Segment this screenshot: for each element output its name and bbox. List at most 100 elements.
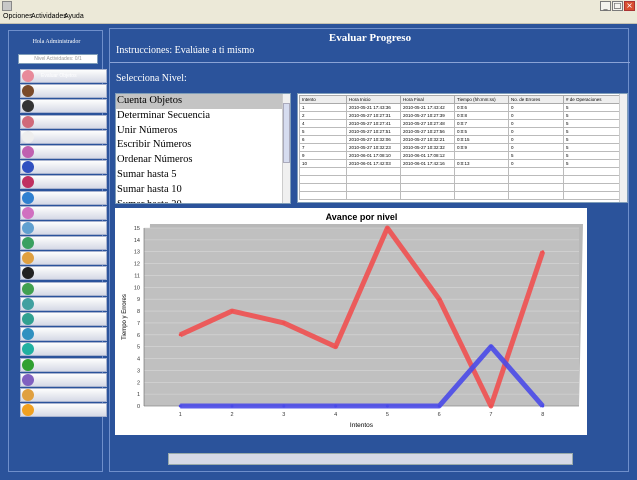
- character-icon: [22, 191, 34, 204]
- activity-item[interactable]: [20, 129, 107, 144]
- activity-item[interactable]: [20, 357, 107, 372]
- table-header-cell[interactable]: Intento: [299, 95, 347, 104]
- table-row[interactable]: [299, 167, 620, 176]
- activity-item[interactable]: [20, 296, 107, 311]
- house-icon: [22, 373, 34, 386]
- table-row[interactable]: 9 2010-06-01 17:08:10 2010-06-01 17:08:12 5…: [299, 151, 620, 160]
- y-tick-label: 9: [137, 297, 140, 303]
- table-cell: 10: [299, 159, 347, 168]
- maximize-button[interactable]: □: [612, 1, 623, 11]
- creature-icon: [22, 358, 34, 371]
- level-option[interactable]: Sumar hasta 10: [117, 183, 182, 195]
- level-list-scrollbar[interactable]: [282, 94, 290, 203]
- activity-item[interactable]: [20, 387, 107, 402]
- activity-item[interactable]: [20, 220, 107, 235]
- activity-item[interactable]: [20, 281, 107, 296]
- activity-item[interactable]: Evaluar Objetos: [20, 69, 107, 83]
- table-cell: 5: [563, 103, 620, 112]
- table-cell: 0:0:8: [454, 111, 509, 120]
- series-1-point: [489, 404, 493, 408]
- table-cell: [346, 191, 401, 200]
- level-option[interactable]: Cuenta Objetos: [116, 94, 290, 109]
- table-row[interactable]: 1 2010-05-21 17:43:36 2010-05-21 17:43:42 0…: [299, 103, 620, 112]
- level-option[interactable]: Unir Números: [117, 124, 178, 136]
- x-tick-label: 7: [489, 412, 492, 418]
- table-header-cell[interactable]: No. de Errores: [508, 95, 564, 104]
- creature-icon: [22, 282, 34, 295]
- table-cell: [563, 167, 620, 176]
- table-row[interactable]: 6 2010-05-27 10:32:06 2010-05-27 10:32:21 0…: [299, 135, 620, 144]
- table-row[interactable]: [299, 191, 620, 200]
- table-cell: [454, 183, 509, 192]
- activity-item[interactable]: [20, 205, 107, 220]
- menu-ayuda[interactable]: Ayuda: [64, 13, 84, 20]
- series-2-point: [437, 404, 441, 408]
- activity-item[interactable]: [20, 342, 107, 357]
- activity-item[interactable]: [20, 266, 107, 281]
- activity-item[interactable]: [20, 372, 107, 387]
- table-cell: [563, 191, 620, 200]
- table-cell: 2010-06-01 17:42:16: [400, 159, 455, 168]
- table-row[interactable]: 4 2010-05-27 10:27:41 2010-05-27 10:27:48 0…: [299, 119, 620, 128]
- activity-item[interactable]: [20, 144, 107, 159]
- level-list[interactable]: Cuenta Objetos Determinar Secuencia Unir N…: [115, 93, 291, 204]
- series-1-point: [541, 250, 545, 254]
- activity-item[interactable]: [20, 403, 107, 418]
- house-icon: [22, 252, 34, 265]
- table-cell: [299, 183, 347, 192]
- x-tick-label: 6: [438, 412, 441, 418]
- x-tick-label: 1: [179, 412, 182, 418]
- activity-item[interactable]: [20, 190, 107, 205]
- y-tick-label: 10: [134, 285, 140, 291]
- activity-item[interactable]: [20, 251, 107, 266]
- table-header-cell[interactable]: # de Operaciones: [563, 95, 620, 104]
- horizontal-scrollbar[interactable]: [168, 453, 573, 465]
- table-row[interactable]: [299, 183, 620, 192]
- house-icon: [22, 237, 34, 250]
- table-cell: 2010-05-27 10:27:48: [400, 119, 455, 128]
- table-cell: 0:0:6: [454, 103, 509, 112]
- table-row[interactable]: [299, 175, 620, 184]
- page-title: Evaluar Progreso: [328, 32, 412, 44]
- table-header-cell[interactable]: Hora Inicio: [346, 95, 401, 104]
- close-button[interactable]: ×: [624, 1, 635, 11]
- activity-item[interactable]: [20, 84, 107, 99]
- table-header-cell[interactable]: Tiempo (hh:mm:ss): [454, 95, 509, 104]
- select-level-label: Selecciona Nivel:: [116, 73, 187, 84]
- house-icon: [22, 343, 34, 356]
- table-header-cell[interactable]: Hora Final: [400, 95, 455, 104]
- minimize-button[interactable]: _: [600, 1, 611, 11]
- table-row[interactable]: 10 2010-06-01 17:42:03 2010-06-01 17:42:16…: [299, 159, 620, 168]
- character-icon: [22, 145, 34, 158]
- level-option[interactable]: Escribir Números: [117, 139, 192, 151]
- table-cell: [508, 167, 564, 176]
- menu-actividades[interactable]: Actividades: [31, 13, 67, 20]
- activity-item[interactable]: [20, 99, 107, 114]
- y-tick-label: 1: [137, 392, 140, 398]
- scrollbar-thumb[interactable]: [283, 103, 290, 163]
- table-cell: 0:0:15: [454, 135, 509, 144]
- table-cell: [563, 183, 620, 192]
- level-option[interactable]: Ordenar Números: [117, 154, 193, 166]
- activity-item[interactable]: [20, 175, 107, 190]
- table-cell: 0: [508, 127, 564, 136]
- series-2-point: [178, 404, 182, 408]
- sidebar: Hola Administrador Nivel Actividades: 0/…: [8, 30, 107, 472]
- table-cell: [508, 183, 564, 192]
- activity-item[interactable]: [20, 160, 107, 175]
- activity-item[interactable]: [20, 114, 107, 129]
- activity-item[interactable]: [20, 236, 107, 251]
- y-tick-label: 3: [137, 368, 140, 374]
- table-row[interactable]: 7 2010-05-27 10:32:23 2010-05-27 10:32:32 0…: [299, 143, 620, 152]
- table-row[interactable]: 5 2010-05-27 10:27:51 2010-05-27 10:27:56 0…: [299, 127, 620, 136]
- menu-opciones[interactable]: Opciones: [3, 13, 33, 20]
- activity-item[interactable]: [20, 327, 107, 342]
- activity-item[interactable]: [20, 312, 107, 326]
- table-row[interactable]: 2 2010-05-27 10:27:31 2010-05-27 10:27:39 0…: [299, 111, 620, 120]
- table-scrollbar[interactable]: [619, 94, 627, 202]
- level-option[interactable]: Determinar Secuencia: [117, 109, 210, 121]
- level-option[interactable]: Sumar hasta 5: [117, 168, 177, 180]
- table-cell: [299, 191, 347, 200]
- level-option[interactable]: Sumar hasta 20: [116, 198, 290, 203]
